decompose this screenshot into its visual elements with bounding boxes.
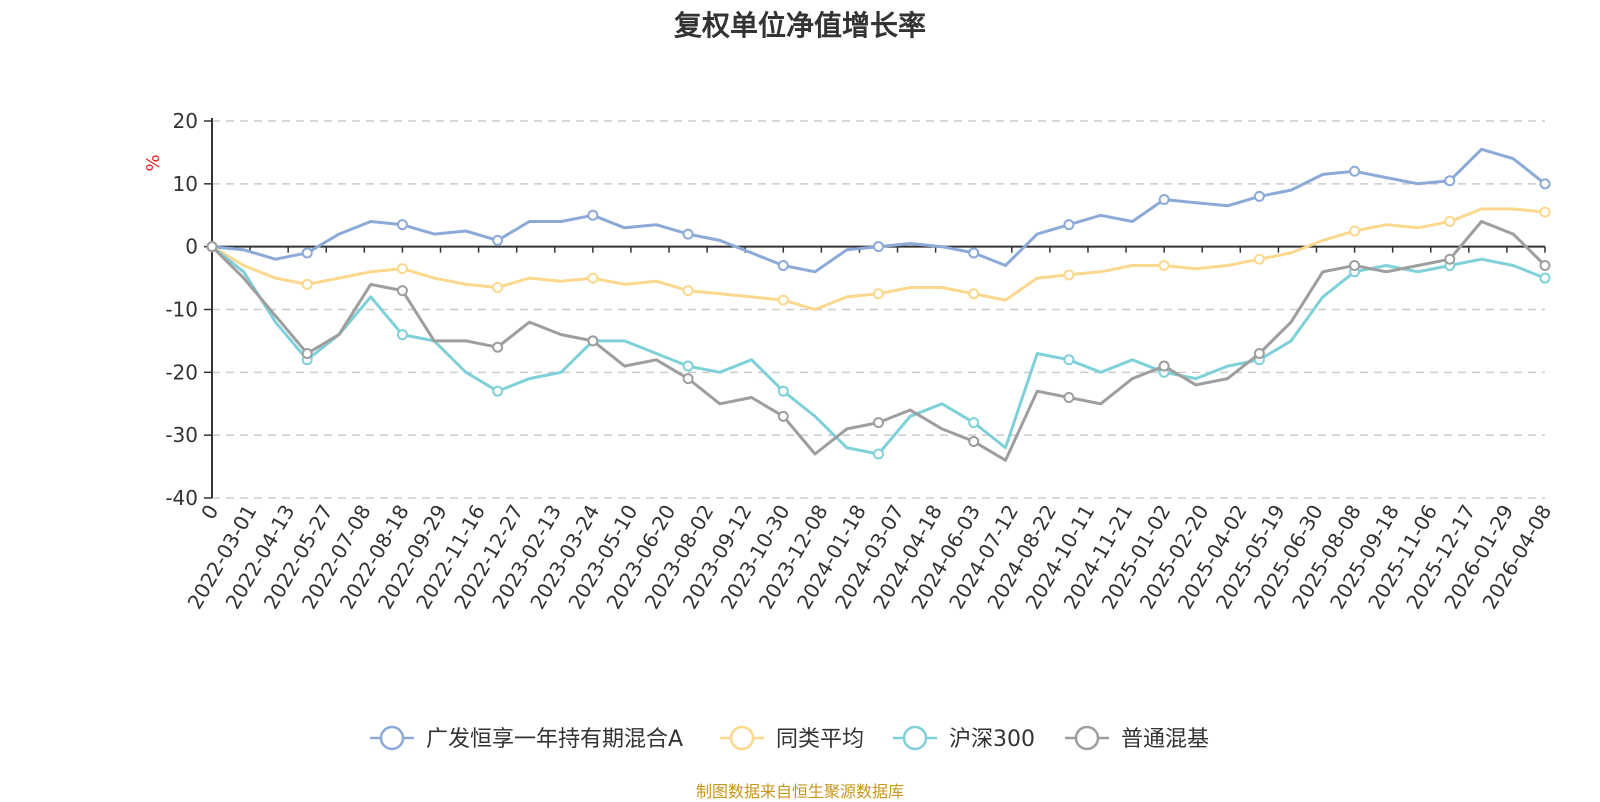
y-tick-label: -30: [165, 423, 198, 447]
y-tick-label: -10: [165, 298, 198, 322]
series-4-point: [1158, 360, 1170, 372]
series-1-point: [682, 228, 694, 240]
series-line-1: [211, 147, 1546, 274]
series-4-point: [682, 373, 694, 385]
legend-label: 同类平均: [776, 727, 864, 752]
y-tick-label: 20: [173, 109, 198, 133]
series-4-point: [1349, 260, 1361, 272]
series-1-point: [1349, 165, 1361, 177]
series-4-point: [1444, 253, 1456, 265]
series-2-point: [1063, 269, 1075, 281]
series-2-point: [1158, 260, 1170, 272]
series-4-point: [492, 341, 504, 353]
legend-marker: [1074, 725, 1100, 751]
series-2-point: [968, 288, 980, 300]
series-3-point: [1063, 354, 1075, 366]
series-2-point: [1444, 216, 1456, 228]
series-2-point: [1539, 206, 1551, 218]
y-axis-unit: %: [143, 154, 164, 171]
legend-label: 普通混基: [1121, 727, 1209, 752]
series-1-point: [873, 241, 884, 253]
series-1-point: [587, 209, 599, 221]
series-4-point: [301, 347, 313, 359]
series-1-point: [777, 260, 789, 272]
series-1-point: [1063, 219, 1075, 231]
series-2-point: [1253, 253, 1265, 265]
series-2-point: [301, 278, 313, 290]
x-tick-label: 0: [196, 501, 223, 524]
series-1-point: [1539, 178, 1551, 190]
series-4-point: [1539, 260, 1551, 272]
series-3-point: [682, 360, 694, 372]
series-3-point: [396, 329, 408, 341]
data-source-note: 制图数据来自恒生聚源数据库: [695, 782, 904, 801]
series-1-point: [1253, 190, 1265, 202]
series-4-point: [968, 435, 980, 447]
series-2-point: [873, 288, 884, 300]
y-tick-label: -20: [165, 360, 198, 384]
series-2-point: [587, 272, 599, 284]
series-1-point: [301, 247, 313, 259]
series-3-point: [1539, 272, 1551, 284]
series-4-point: [396, 285, 408, 297]
series-1-point: [1158, 194, 1170, 206]
series-1-point: [1444, 175, 1456, 187]
y-tick-label: -40: [165, 486, 198, 510]
series-2-point: [1349, 225, 1361, 237]
series-1-point: [968, 247, 980, 259]
series-1-point: [396, 219, 408, 231]
series-3-point: [777, 385, 789, 397]
series-1-point: [492, 234, 504, 246]
series-4-point: [1253, 347, 1265, 359]
legend-label: 沪深300: [949, 727, 1035, 752]
series-3-point: [968, 417, 980, 429]
series-2-point: [396, 263, 408, 275]
series-4-point: [1063, 391, 1075, 403]
series-3-point: [873, 448, 884, 460]
legend-label: 广发恒享一年持有期混合A: [426, 727, 683, 752]
legend-marker: [379, 725, 405, 751]
legend-marker: [729, 725, 755, 751]
chart-title: 复权单位净值增长率: [673, 9, 926, 42]
series-2-point: [492, 282, 504, 294]
series-3-point: [492, 385, 504, 397]
series-2-point: [682, 285, 694, 297]
y-tick-label: 10: [173, 172, 198, 196]
legend-marker: [902, 725, 928, 751]
series-4-point: [206, 241, 218, 253]
series-4-point: [587, 335, 599, 347]
series-2-point: [777, 294, 789, 306]
y-tick-label: 0: [185, 235, 198, 259]
series-4-point: [777, 410, 789, 422]
series-4-point: [873, 417, 884, 429]
